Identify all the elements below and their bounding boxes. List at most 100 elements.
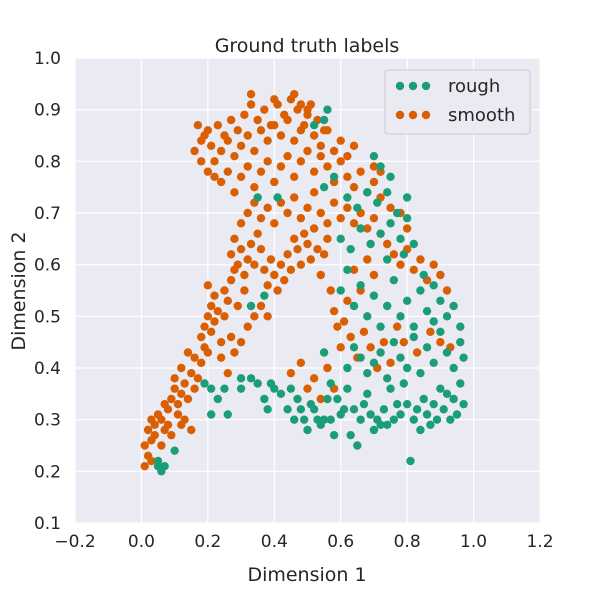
- point-smooth: [343, 172, 352, 182]
- point-smooth: [436, 270, 445, 280]
- x-tick-label: 0.6: [327, 532, 354, 552]
- x-tick-label: 0.4: [261, 532, 288, 552]
- point-rough: [376, 229, 385, 238]
- point-smooth: [233, 126, 242, 135]
- y-tick-label: 0.2: [34, 462, 61, 482]
- y-tick-label: 0.1: [34, 514, 61, 534]
- y-tick-label: 0.3: [34, 411, 61, 431]
- series-smooth: [140, 89, 455, 471]
- point-rough: [402, 193, 412, 202]
- point-smooth: [193, 120, 203, 130]
- point-smooth: [253, 229, 262, 238]
- legend-label-smooth: smooth: [448, 105, 515, 126]
- point-smooth: [203, 348, 213, 357]
- point-smooth: [197, 358, 206, 368]
- point-smooth: [343, 296, 352, 306]
- point-smooth: [187, 368, 196, 378]
- point-smooth: [263, 157, 272, 166]
- point-smooth: [270, 270, 279, 280]
- point-rough: [309, 405, 319, 414]
- point-smooth: [336, 213, 345, 223]
- point-smooth: [177, 420, 186, 430]
- point-smooth: [206, 327, 216, 337]
- point-rough: [396, 410, 405, 419]
- point-rough: [376, 162, 385, 171]
- point-smooth: [263, 136, 272, 145]
- point-rough: [356, 281, 365, 290]
- point-smooth: [230, 348, 239, 357]
- point-rough: [456, 322, 465, 331]
- point-smooth: [383, 239, 392, 249]
- point-rough: [236, 384, 246, 393]
- point-rough: [402, 296, 412, 306]
- point-rough: [383, 255, 392, 264]
- point-smooth: [416, 255, 425, 264]
- point-rough: [349, 301, 359, 311]
- point-rough: [416, 286, 425, 295]
- y-tick-labels: 0.1 0.2 0.3 0.4 0.5 0.6 0.7 0.8 0.9 1.0: [34, 49, 61, 534]
- point-smooth: [203, 312, 213, 321]
- y-tick-label: 0.4: [34, 359, 61, 379]
- point-smooth: [442, 286, 452, 295]
- y-tick-label: 0.8: [34, 152, 61, 172]
- point-rough: [356, 353, 365, 362]
- point-smooth: [157, 415, 166, 424]
- point-smooth: [163, 420, 173, 430]
- y-tick-label: 1.0: [34, 49, 61, 69]
- point-rough: [456, 337, 465, 347]
- point-rough: [429, 358, 438, 368]
- point-smooth: [256, 213, 266, 223]
- x-tick-label: 0.8: [394, 532, 421, 552]
- point-smooth: [349, 141, 359, 151]
- point-rough: [160, 461, 169, 471]
- point-smooth: [197, 157, 206, 166]
- point-smooth: [243, 322, 252, 331]
- plot-area: [75, 58, 540, 523]
- point-smooth: [329, 306, 339, 316]
- point-rough: [436, 384, 445, 393]
- point-smooth: [290, 136, 299, 145]
- point-rough: [416, 425, 425, 435]
- point-smooth: [369, 162, 379, 171]
- point-smooth: [402, 224, 412, 233]
- point-smooth: [316, 151, 325, 161]
- x-tick-label: 1.0: [460, 532, 487, 552]
- point-rough: [353, 203, 362, 213]
- point-smooth: [286, 368, 296, 378]
- point-smooth: [140, 441, 149, 450]
- point-rough: [442, 312, 452, 321]
- point-smooth: [150, 420, 159, 430]
- point-smooth: [183, 348, 193, 357]
- point-smooth: [386, 358, 395, 368]
- legend-dot-smooth: [421, 110, 431, 120]
- point-rough: [436, 296, 445, 306]
- point-smooth: [246, 89, 256, 99]
- point-rough: [286, 384, 296, 393]
- point-rough: [439, 405, 448, 414]
- legend-label-rough: rough: [448, 76, 500, 97]
- legend-marker-rough: [395, 81, 431, 91]
- point-rough: [442, 389, 452, 399]
- point-rough: [449, 301, 458, 311]
- point-rough: [299, 415, 309, 424]
- point-rough: [343, 265, 352, 275]
- point-rough: [396, 234, 405, 244]
- point-rough: [379, 405, 389, 414]
- point-smooth: [203, 281, 213, 290]
- point-smooth: [177, 389, 186, 399]
- point-smooth: [230, 188, 239, 197]
- point-smooth: [143, 425, 153, 435]
- point-rough: [363, 368, 372, 378]
- point-smooth: [319, 126, 329, 135]
- point-rough: [353, 441, 362, 450]
- point-rough: [376, 420, 385, 430]
- point-smooth: [216, 177, 226, 187]
- point-rough: [392, 208, 402, 218]
- x-axis-label: Dimension 1: [247, 564, 366, 586]
- point-smooth: [246, 100, 256, 109]
- point-rough: [399, 250, 409, 259]
- point-smooth: [429, 260, 438, 269]
- point-smooth: [230, 151, 239, 161]
- point-rough: [356, 224, 365, 233]
- point-smooth: [270, 219, 279, 228]
